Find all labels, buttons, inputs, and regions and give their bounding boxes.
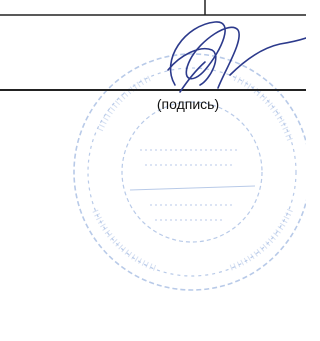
signature bbox=[168, 22, 306, 92]
page: (подпись) (() => { const data = JSON.par… bbox=[0, 0, 306, 341]
signature-caption: (подпись) bbox=[157, 96, 219, 112]
document-fragment: (подпись) bbox=[0, 0, 306, 341]
